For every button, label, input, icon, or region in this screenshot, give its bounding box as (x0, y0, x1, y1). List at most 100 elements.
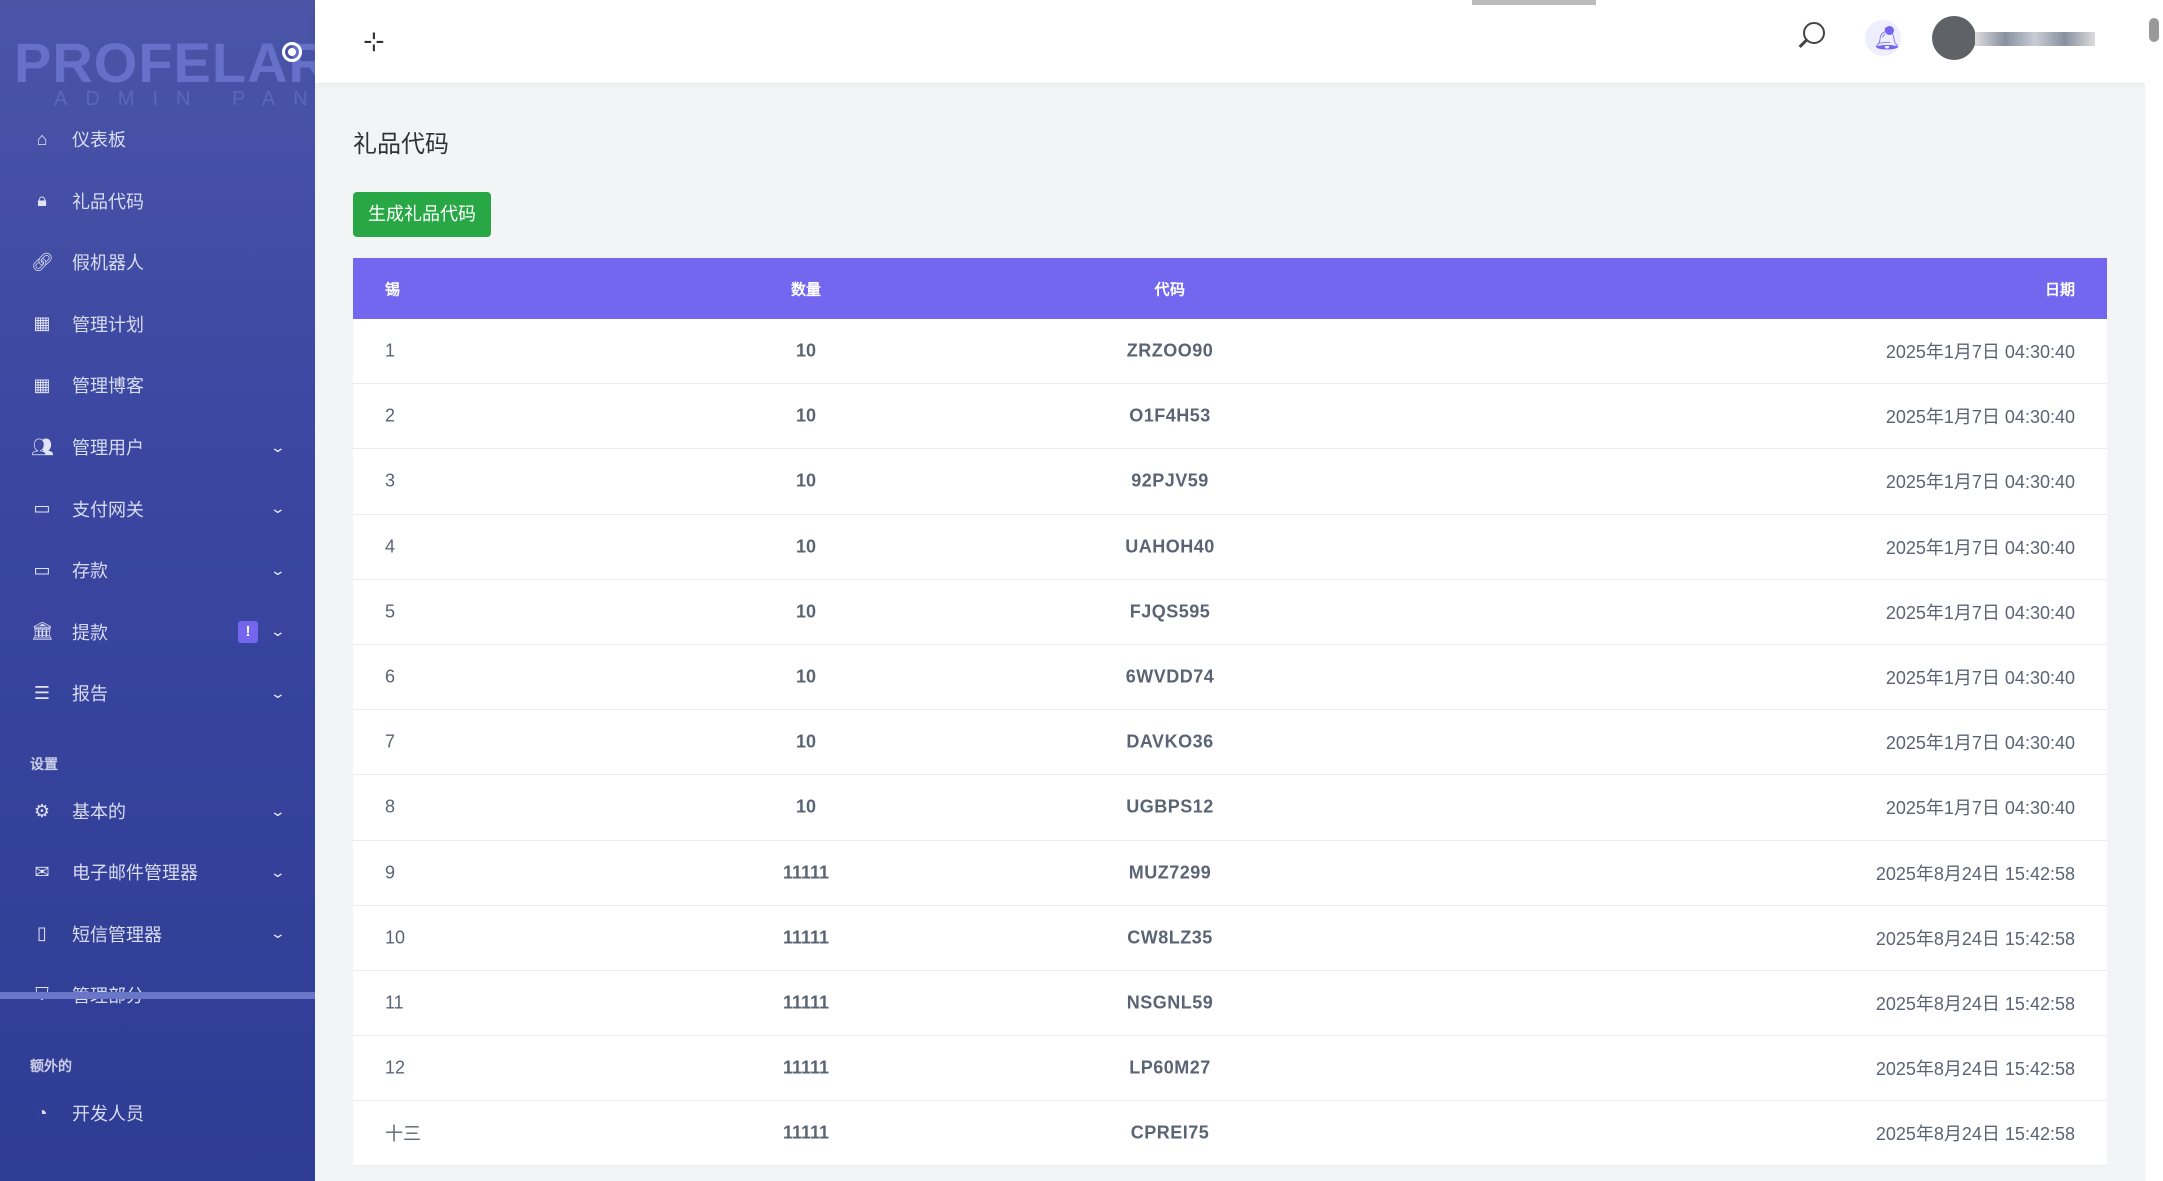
user-name-blurred[interactable] (1975, 32, 2095, 46)
sidebar-toggle-icon[interactable] (282, 42, 302, 62)
mobile-icon: ▯ (37, 923, 47, 944)
cell-index: 6 (385, 666, 396, 687)
cell-index: 3 (385, 470, 396, 491)
table-row: 11 11111 NSGNL59 2025年8月24日 15:42:58 (353, 971, 2107, 1037)
cell-code: CW8LZ35 (1127, 927, 1213, 948)
cookie-icon: ◔ (36, 1102, 48, 1123)
cell-date: 2025年1月7日 04:30:40 (1885, 733, 2075, 754)
cell-code: ZRZOO90 (1126, 340, 1214, 361)
cell-date: 2025年1月7日 04:30:40 (1885, 668, 2075, 689)
header-index: 锡 (385, 281, 401, 298)
scrollbar-thumb[interactable] (2149, 18, 2159, 42)
chevron-down-icon[interactable]: ⌄ (269, 438, 287, 455)
sidebar-item[interactable]: ▯ 短信管理器 ⌄ (0, 912, 315, 956)
sidebar-item[interactable]: 🔗︎ 假机器人 (0, 240, 315, 284)
header-divider (1472, 0, 1596, 5)
sidebar-item[interactable]: ✉ 电子邮件管理器 ⌄ (0, 850, 315, 894)
sidebar-item[interactable]: ☰ 报告 ⌄ (0, 671, 315, 715)
cell-quantity: 11111 (782, 1122, 830, 1143)
cell-index: 4 (385, 536, 396, 557)
page-title: 礼品代码 (353, 131, 449, 158)
sidebar-item[interactable]: ⌂ 仪表板 (0, 117, 315, 161)
scrollbar[interactable] (2145, 0, 2163, 1181)
bank-icon: 🏛︎ (31, 621, 54, 642)
sidebar: PROFELAR ADMIN PANEL ⌂ 仪表板 🔒︎ 礼品代码 🔗︎ 假机器人 ▦ 管理… (0, 0, 315, 1181)
cell-quantity: 10 (795, 666, 817, 687)
sidebar-item[interactable]: ⚙ 基本的 ⌄ (0, 789, 315, 833)
sidebar-item-label: 开发人员 (72, 1104, 144, 1124)
cell-code: MUZ7299 (1128, 862, 1212, 883)
lock-icon: 🔒︎ (37, 190, 47, 211)
sidebar-item-label: 基本的 (72, 802, 126, 822)
cell-date: 2025年1月7日 04:30:40 (1885, 342, 2075, 363)
sidebar-section-title: 额外的 (30, 1058, 72, 1074)
list-icon: ☰ (33, 682, 51, 703)
table-row: 2 10 O1F4H53 2025年1月7日 04:30:40 (353, 384, 2107, 450)
cell-date: 2025年8月24日 15:42:58 (1875, 863, 2075, 884)
link-icon: 🔗︎ (31, 251, 54, 272)
cell-quantity: 11111 (782, 1057, 830, 1078)
avatar[interactable] (1932, 16, 1976, 60)
chevron-down-icon[interactable]: ⌄ (269, 561, 287, 578)
cell-code: FJQS595 (1129, 601, 1211, 622)
table-header: 锡 数量 代码 日期 (353, 258, 2107, 319)
sidebar-item[interactable]: ▭ 支付网关 ⌄ (0, 487, 315, 531)
cell-quantity: 10 (795, 601, 817, 622)
cell-date: 2025年8月24日 15:42:58 (1875, 928, 2075, 949)
sidebar-item[interactable]: ▭ 存款 ⌄ (0, 548, 315, 592)
chevron-down-icon[interactable]: ⌄ (269, 684, 287, 701)
cell-date: 2025年1月7日 04:30:40 (1885, 407, 2075, 428)
cell-quantity: 10 (795, 340, 817, 361)
sidebar-item-label: 电子邮件管理器 (72, 863, 198, 884)
sidebar-item[interactable]: 🏛︎ 提款! ⌄ (0, 610, 315, 654)
cell-date: 2025年8月24日 15:42:58 (1875, 1124, 2075, 1145)
table-row: 十三 11111 CPREI75 2025年8月24日 15:42:58 (353, 1101, 2107, 1167)
cell-quantity: 11111 (782, 927, 830, 948)
sidebar-item[interactable]: ◔ 开发人员 (0, 1091, 315, 1135)
sidebar-item[interactable]: 🔒︎ 礼品代码 (0, 179, 315, 223)
header-quantity: 数量 (790, 281, 822, 298)
cell-date: 2025年1月7日 04:30:40 (1885, 798, 2075, 819)
users-icon: 👥︎ (31, 436, 54, 457)
table-row: 7 10 DAVKO36 2025年1月7日 04:30:40 (353, 710, 2107, 776)
cell-code: O1F4H53 (1129, 405, 1211, 426)
cell-index: 12 (385, 1057, 406, 1078)
cell-quantity: 10 (795, 470, 817, 491)
sidebar-item[interactable]: ▦ 管理博客 (0, 363, 315, 407)
cell-code: 6WVDD74 (1125, 666, 1215, 687)
brand-subtitle: ADMIN PANEL (54, 88, 315, 110)
table-row: 10 11111 CW8LZ35 2025年8月24日 15:42:58 (353, 906, 2107, 971)
chevron-down-icon[interactable]: ⌄ (269, 802, 287, 819)
calculator-icon: ▦ (33, 374, 51, 395)
chevron-down-icon[interactable]: ⌄ (269, 925, 287, 942)
sidebar-item-label: 礼品代码 (72, 191, 144, 212)
sidebar-section-title: 设置 (30, 756, 58, 772)
search-icon[interactable] (1803, 22, 1825, 44)
gift-code-table: 锡 数量 代码 日期 1 10 ZRZOO90 2025年1月7日 04:30:40 2… (353, 258, 2107, 1167)
cell-code: DAVKO36 (1126, 731, 1214, 752)
cell-index: 11 (385, 992, 404, 1013)
cell-index: 10 (385, 927, 406, 948)
cell-quantity: 11111 (782, 992, 830, 1013)
collapse-icon[interactable]: ⊹ (363, 26, 385, 56)
notification-bell-icon[interactable]: 🔔︎ (1865, 20, 1901, 56)
cell-date: 2025年1月7日 04:30:40 (1885, 602, 2075, 623)
cell-index: 9 (385, 862, 396, 883)
chevron-down-icon[interactable]: ⌄ (269, 500, 287, 517)
sidebar-item[interactable]: ▦ 管理计划 (0, 302, 315, 346)
cell-code: NSGNL59 (1126, 992, 1214, 1013)
cell-quantity: 10 (795, 796, 817, 817)
cell-index: 5 (385, 601, 396, 622)
cell-date: 2025年8月24日 15:42:58 (1875, 993, 2075, 1014)
cell-quantity: 10 (795, 536, 817, 557)
chevron-down-icon[interactable]: ⌄ (269, 623, 287, 640)
table-row: 9 11111 MUZ7299 2025年8月24日 15:42:58 (353, 841, 2107, 906)
generate-gift-code-button[interactable]: 生成礼品代码 (353, 192, 491, 237)
chevron-down-icon[interactable]: ⌄ (269, 863, 287, 880)
header-code: 代码 (1154, 281, 1186, 298)
sidebar-item-label: 管理计划 (72, 314, 144, 335)
cell-index: 8 (385, 796, 396, 817)
table-row: 12 11111 LP60M27 2025年8月24日 15:42:58 (353, 1036, 2107, 1102)
sidebar-item-label: 仪表板 (72, 130, 126, 150)
sidebar-item[interactable]: 👥︎ 管理用户 ⌄ (0, 425, 315, 469)
